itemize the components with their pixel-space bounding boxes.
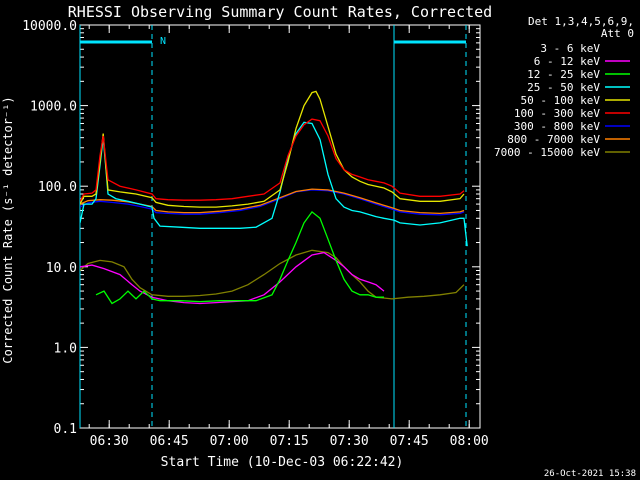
footer-timestamp: 26-Oct-2021 15:38 (544, 469, 636, 479)
y-tick-label: 1000.0 (30, 100, 77, 115)
x-tick-label: 07:15 (270, 434, 309, 449)
legend-header-attenuator: Att 0 (601, 27, 634, 40)
chart-title: RHESSI Observing Summary Count Rates, Co… (68, 3, 492, 21)
y-axis-label: Corrected Count Rate (s⁻¹ detector⁻¹) (1, 96, 15, 363)
series-line-50-100-kev (80, 90, 465, 208)
legend-label: 3 - 6 keV (540, 42, 600, 55)
legend-label: 100 - 300 keV (514, 107, 600, 120)
annotation-label: N (160, 36, 166, 47)
x-tick-label: 07:45 (390, 434, 429, 449)
series-line-100-300-kev (80, 118, 465, 202)
y-tick-label: 100.0 (38, 180, 77, 195)
x-tick-label: 07:00 (210, 434, 249, 449)
y-tick-label: 10.0 (46, 261, 77, 276)
legend-label: 7000 - 15000 keV (494, 146, 600, 159)
legend-label: 50 - 100 keV (521, 94, 601, 107)
series-line-12-25-kev (95, 210, 384, 305)
x-tick-label: 06:30 (90, 434, 129, 449)
legend-header-detectors: Det 1,3,4,5,6,9, (528, 15, 634, 28)
series-line-300-800-kev (80, 189, 465, 216)
plot-area: 0.1 1.0 10.0 100.0 1000.0 10000.0 06:30 06:45 07… (22, 19, 489, 449)
legend-label: 25 - 50 keV (527, 81, 600, 94)
legend-label: 800 - 7000 keV (507, 133, 600, 146)
x-tick-label: 06:45 (150, 434, 189, 449)
legend-label: 6 - 12 keV (534, 55, 601, 68)
legend-label: 300 - 800 keV (514, 120, 600, 133)
y-tick-label: 0.1 (54, 422, 77, 437)
x-tick-label: 08:00 (450, 434, 489, 449)
y-tick-label: 10000.0 (22, 19, 77, 34)
series-line-7000-15000-kev (80, 249, 465, 300)
x-axis-label: Start Time (10-Dec-03 06:22:42) (161, 455, 404, 470)
x-tick-label: 07:30 (330, 434, 369, 449)
y-tick-label: 1.0 (54, 341, 77, 356)
legend-label: 12 - 25 keV (527, 68, 600, 81)
series-line-3-6-kev-overlay (131, 278, 393, 355)
